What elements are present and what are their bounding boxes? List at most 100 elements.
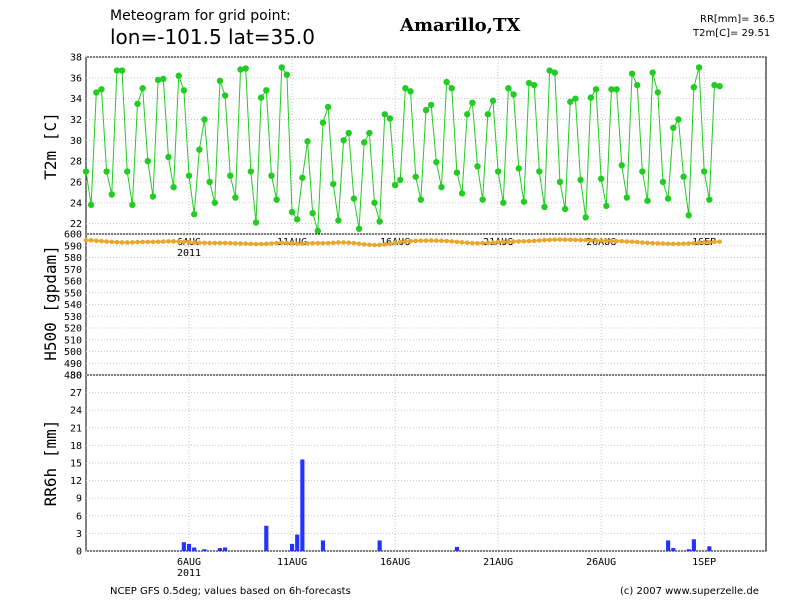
h500-ytick-label: 510 — [64, 335, 82, 346]
h500-point — [598, 238, 604, 243]
h500-point — [459, 240, 465, 245]
t2m-point — [525, 79, 533, 87]
t2m-point — [530, 81, 538, 89]
t2m-point — [582, 214, 589, 221]
t2m-point — [247, 168, 255, 175]
h500-point — [583, 237, 588, 243]
stat-t2m: T2m[C]= 29.51 — [692, 28, 770, 39]
h500-point — [279, 240, 285, 246]
t2m-point — [82, 168, 90, 175]
t2m-point — [113, 67, 121, 74]
rr6h-bar — [181, 542, 186, 551]
h500-point — [325, 240, 331, 246]
t2m-point — [299, 174, 306, 181]
t2m-point — [154, 76, 162, 84]
h500-point — [305, 241, 310, 246]
h500-point — [475, 240, 480, 246]
x-tick-year-upper: 2011 — [177, 248, 201, 259]
t2m-panel: 22 24 26 28 30 32 34 36 38 — [70, 53, 767, 235]
t2m-point — [685, 212, 692, 219]
h500-point — [294, 241, 300, 246]
h500-point — [439, 238, 444, 244]
x-tick-label: 21AUG — [483, 557, 513, 568]
rr6h-ylabel: RR6h [mm] — [41, 420, 60, 507]
h500-point — [593, 238, 599, 243]
rr6h-bar — [295, 534, 300, 551]
t2m-point — [288, 208, 296, 216]
h500-ytick-label: 580 — [64, 253, 82, 264]
h500-point — [485, 240, 491, 246]
h500-point — [511, 239, 516, 244]
t2m-point — [618, 162, 625, 169]
h500-point — [289, 241, 295, 246]
h500-point — [336, 240, 341, 245]
t2m-point — [268, 172, 275, 179]
h500-point — [562, 237, 568, 242]
t2m-point — [294, 216, 301, 223]
rr6h-bar — [377, 540, 382, 551]
h500-point — [418, 238, 424, 243]
h500-point — [114, 239, 120, 245]
t2m-point — [577, 176, 584, 184]
t2m-ytick-label: 30 — [70, 136, 82, 147]
t2m-point — [417, 196, 425, 203]
h500-point — [227, 240, 233, 246]
h500-point — [480, 240, 485, 246]
h500-point — [506, 239, 511, 244]
h500-point — [377, 242, 382, 248]
h500-point — [516, 239, 522, 244]
h500-point — [413, 238, 418, 244]
rr6h-bar — [320, 540, 326, 551]
t2m-point — [175, 72, 182, 79]
h500-point — [341, 240, 346, 245]
t2m-point — [134, 100, 141, 108]
h500-point — [557, 237, 563, 242]
h500-point — [119, 240, 125, 245]
h500-point — [423, 238, 429, 243]
t2m-point — [402, 85, 409, 92]
t2m-ytick-label: 22 — [70, 219, 82, 230]
h500-point — [202, 240, 207, 246]
rr6h-bar — [666, 540, 671, 551]
t2m-point — [170, 183, 177, 191]
rr6h-bar — [289, 543, 295, 551]
h500-point — [526, 238, 532, 244]
t2m-point — [572, 95, 579, 102]
t2m-point — [644, 197, 651, 204]
h500-point — [640, 240, 645, 245]
rr6h-bar — [264, 525, 269, 551]
rr6h-bar — [707, 546, 712, 551]
x-tick-label: 16AUG — [380, 557, 410, 568]
h500-point — [408, 238, 413, 244]
t2m-point — [309, 209, 316, 217]
t2m-point — [391, 181, 399, 189]
h500-point — [88, 238, 94, 243]
h500-point — [351, 240, 357, 246]
h500-point — [691, 240, 697, 246]
h500-ytick-label: 520 — [64, 324, 82, 335]
h500-point — [464, 240, 470, 246]
t2m-point — [587, 94, 595, 101]
t2m-series-line — [85, 65, 720, 232]
h500-point — [629, 239, 635, 245]
t2m-point — [505, 85, 512, 92]
t2m-point — [227, 172, 234, 179]
t2m-point — [324, 103, 332, 111]
t2m-point — [700, 168, 708, 175]
stat-rr: RR[mm]= 36.5 — [700, 14, 775, 25]
h500-point — [670, 241, 676, 247]
h500-point — [248, 241, 254, 247]
t2m-point — [330, 180, 337, 188]
t2m-point — [139, 85, 146, 92]
t2m-ytick-label: 34 — [70, 94, 82, 105]
h500-point — [166, 239, 171, 244]
h500-point — [454, 239, 460, 245]
t2m-point — [623, 194, 631, 201]
t2m-ytick-label: 36 — [70, 73, 82, 84]
t2m-point — [608, 86, 615, 93]
t2m-point — [448, 85, 455, 92]
rr6h-bar — [300, 459, 305, 551]
t2m-point — [350, 195, 358, 202]
h500-point — [676, 241, 681, 247]
h500-point — [135, 239, 140, 245]
